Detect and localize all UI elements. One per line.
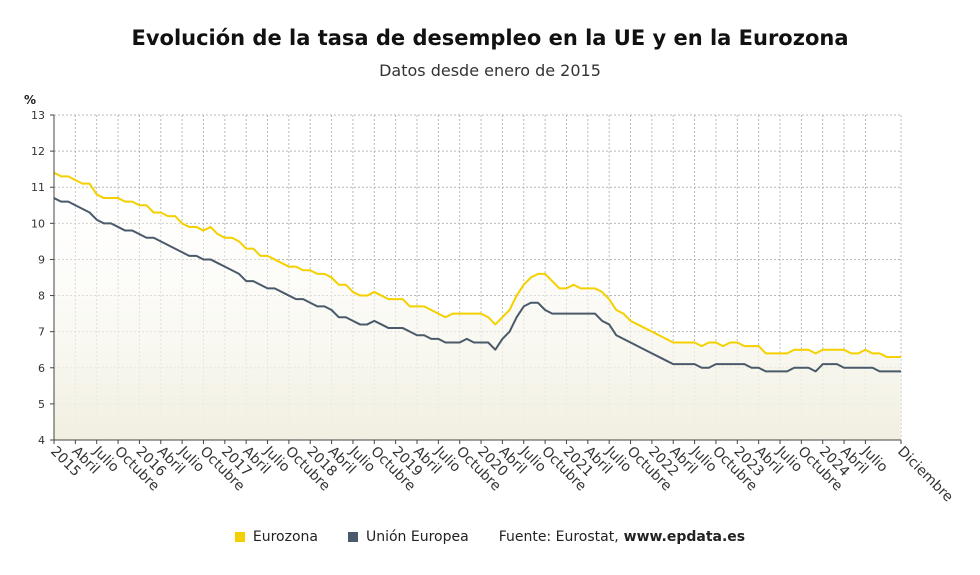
y-tick-label: 13 [31, 109, 45, 122]
area-fill [54, 172, 901, 440]
y-unit-label: % [24, 93, 36, 107]
source-prefix: Fuente: Eurostat, [498, 529, 619, 545]
x-tick-labels: 2015AbrilJulioOctubre2016AbrilJulioOctub… [47, 443, 956, 506]
chart-subtitle: Datos desde enero de 2015 [379, 61, 601, 80]
legend-label-ue: Unión Europea [365, 529, 469, 545]
legend-item-eurozona: Eurozona [234, 529, 318, 545]
y-tick-label: 6 [38, 362, 45, 375]
y-tick-label: 10 [31, 217, 45, 230]
area-under-eurozona [54, 172, 901, 440]
x-tick-label: Diciembre [894, 444, 956, 506]
y-tick-label: 9 [38, 253, 45, 266]
axes [50, 114, 902, 444]
legend-label-eurozona: Eurozona [252, 529, 318, 545]
legend-item-ue: Unión Europea [347, 529, 469, 545]
y-tick-label: 5 [38, 398, 45, 411]
legend: Eurozona Unión Europea Fuente: Eurostat,… [0, 529, 980, 545]
y-tick-label: 8 [38, 290, 45, 303]
series-lines [53, 171, 901, 373]
y-tick-labels: 4 5 6 7 8 9 10 11 12 13 [31, 109, 45, 447]
y-tick-label: 7 [38, 326, 45, 339]
y-tick-label: 11 [31, 181, 45, 194]
legend-swatch-ue [347, 532, 358, 542]
legend-swatch-eurozona [234, 532, 245, 542]
source-note: Fuente: Eurostat, www.epdata.es [499, 529, 745, 545]
series-line-eurozona [53, 171, 901, 358]
chart-title: Evolución de la tasa de desempleo en la … [131, 26, 849, 50]
y-tick-label: 4 [38, 434, 45, 447]
series-line-ue [53, 197, 901, 373]
y-tick-label: 12 [31, 145, 45, 158]
source-link[interactable]: www.epdata.es [623, 529, 746, 545]
